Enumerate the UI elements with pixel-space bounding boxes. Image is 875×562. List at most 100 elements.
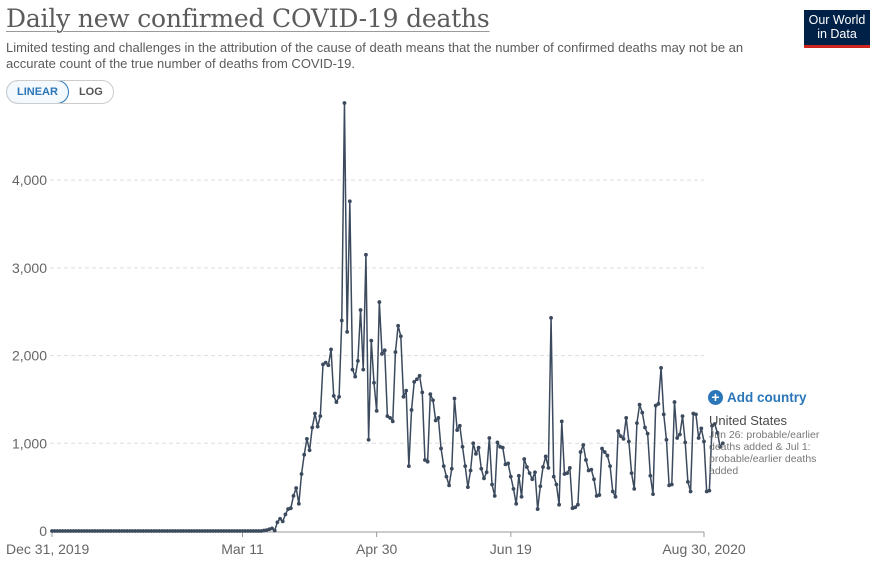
data-point (288, 506, 293, 511)
data-point (664, 437, 669, 442)
data-point (457, 423, 462, 428)
data-point (377, 300, 382, 304)
x-tick-label: Mar 11 (221, 541, 264, 557)
series-label-united-states[interactable]: United States (709, 413, 788, 428)
data-point (447, 483, 451, 488)
data-point (283, 512, 288, 517)
add-country-button[interactable]: + Add country (708, 390, 807, 405)
add-country-label: Add country (727, 390, 807, 405)
data-point (420, 390, 425, 395)
data-point (369, 338, 374, 343)
data-point (412, 380, 417, 384)
data-point (385, 414, 390, 418)
data-point (535, 507, 540, 511)
data-point (310, 425, 315, 430)
data-point (675, 436, 680, 440)
data-point (613, 494, 618, 499)
chart-title[interactable]: Daily new confirmed COVID-19 deaths (6, 4, 490, 33)
data-point (294, 486, 299, 490)
data-point (554, 482, 559, 487)
data-point (508, 474, 513, 479)
plus-circle-icon: + (708, 390, 723, 405)
scale-toggle[interactable]: LINEAR LOG (6, 80, 114, 104)
data-point (353, 374, 358, 379)
data-point (109, 529, 113, 533)
data-point (361, 367, 366, 372)
data-point (111, 529, 116, 533)
data-point (541, 465, 545, 469)
data-point (125, 529, 130, 533)
data-point (482, 476, 486, 481)
data-point (406, 464, 411, 468)
data-point (68, 529, 73, 533)
data-point (538, 484, 543, 489)
data-point (645, 431, 650, 436)
data-point (144, 529, 148, 533)
data-point (227, 529, 231, 533)
data-point (95, 529, 100, 533)
data-point (624, 415, 629, 420)
data-point (602, 450, 607, 454)
data-point (643, 425, 647, 430)
data-point (235, 529, 240, 533)
y-tick-label: 0 (39, 523, 47, 539)
data-point (388, 415, 392, 420)
data-point (715, 430, 720, 435)
data-point (468, 468, 473, 473)
data-point (479, 466, 484, 471)
data-point (345, 330, 350, 334)
data-point (208, 529, 213, 533)
data-point (390, 419, 395, 424)
data-point (203, 529, 207, 533)
data-point (699, 426, 704, 431)
linear-scale-button[interactable]: LINEAR (6, 81, 69, 103)
data-point (659, 365, 663, 370)
data-point (610, 489, 615, 494)
data-point (194, 529, 199, 533)
data-point (712, 422, 717, 426)
data-point (672, 400, 677, 404)
data-point (525, 465, 529, 469)
data-point (63, 529, 68, 533)
data-point (337, 394, 341, 399)
data-point (248, 529, 253, 533)
data-point (616, 429, 621, 433)
data-point (342, 101, 347, 105)
data-point (84, 529, 89, 533)
data-point (490, 482, 494, 487)
data-point (374, 408, 379, 413)
data-point (254, 529, 258, 533)
data-point (653, 403, 658, 408)
data-point (278, 516, 282, 521)
data-point (93, 529, 97, 533)
data-point (487, 436, 492, 440)
data-point (141, 529, 146, 533)
data-point (640, 410, 645, 415)
data-point (331, 394, 336, 398)
data-point (358, 308, 363, 312)
series-annotation: Jun 26: probable/earlier deaths added & … (709, 429, 820, 477)
data-point (79, 529, 84, 533)
data-point (326, 363, 331, 368)
data-point (626, 439, 631, 444)
data-point (618, 434, 623, 439)
y-tick-label: 3,000 (12, 260, 47, 276)
data-point (270, 526, 274, 531)
data-point (533, 470, 537, 475)
data-point (82, 529, 87, 533)
data-point (439, 446, 443, 451)
data-point (431, 398, 435, 403)
data-point (347, 199, 352, 204)
owid-logo[interactable]: Our World in Data (804, 10, 870, 48)
data-point (200, 529, 205, 533)
x-tick-label: Aug 30, 2020 (662, 541, 746, 557)
data-point (74, 529, 79, 533)
data-point (404, 388, 409, 393)
data-point (58, 529, 62, 533)
data-point (543, 454, 548, 459)
data-point (444, 474, 449, 479)
data-point (291, 494, 296, 498)
logo-line-2: in Data (817, 27, 857, 41)
log-scale-button[interactable]: LOG (78, 86, 103, 98)
